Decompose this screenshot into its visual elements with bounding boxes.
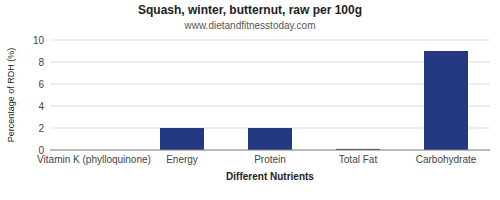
grid-line bbox=[50, 40, 490, 41]
bars bbox=[160, 51, 468, 150]
subtitle: www.dietandfitnesstoday.com bbox=[184, 20, 316, 31]
x-tick-label: Vitamin K (phylloquinone) bbox=[37, 154, 151, 165]
y-tick-label: 4 bbox=[38, 101, 44, 112]
chart: Squash, winter, butternut, raw per 100g w… bbox=[0, 0, 500, 200]
title: Squash, winter, butternut, raw per 100g bbox=[138, 3, 362, 17]
bar bbox=[160, 128, 204, 150]
bar bbox=[424, 51, 468, 150]
x-tick-label: Protein bbox=[254, 154, 286, 165]
x-axis-label: Different Nutrients bbox=[226, 171, 314, 182]
bar bbox=[248, 128, 292, 150]
grid-line bbox=[50, 150, 490, 151]
y-tick-label: 6 bbox=[38, 79, 44, 90]
grid bbox=[50, 40, 490, 150]
y-axis-label: Percentage of RDH (%) bbox=[6, 48, 16, 143]
x-tick-label: Carbohydrate bbox=[416, 154, 477, 165]
x-tick-label: Total Fat bbox=[339, 154, 378, 165]
y-tick-label: 2 bbox=[38, 123, 44, 134]
x-tick-label: Energy bbox=[166, 154, 198, 165]
y-tick-label: 8 bbox=[38, 57, 44, 68]
x-axis-line bbox=[50, 150, 490, 151]
y-tick-label: 10 bbox=[33, 35, 45, 46]
